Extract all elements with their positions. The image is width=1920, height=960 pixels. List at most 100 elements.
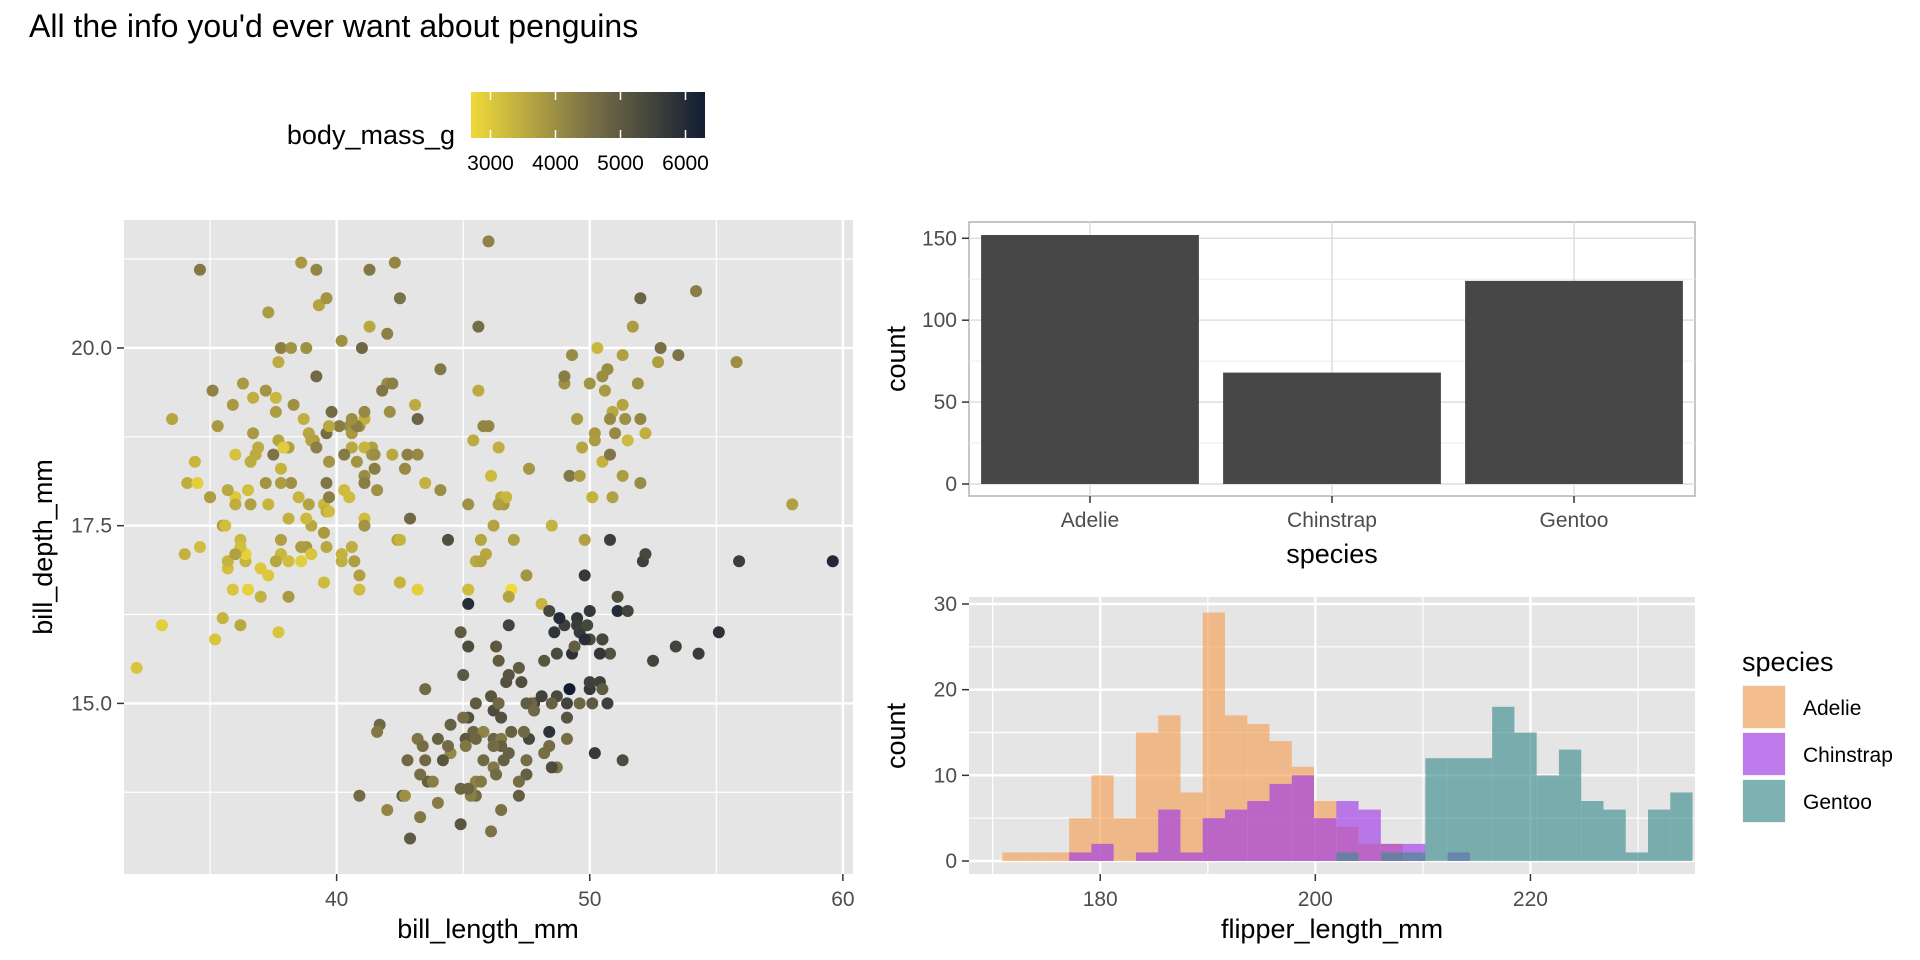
scatter-point (442, 533, 454, 546)
scatter-point (371, 725, 384, 738)
scatter-point (323, 491, 336, 504)
scatter-point (247, 391, 260, 404)
scatter-point (442, 740, 454, 753)
scatter-point (310, 441, 323, 454)
scatter-point (350, 455, 363, 468)
scatter-point (523, 462, 535, 475)
scatter-point (553, 612, 566, 625)
scatter-point (733, 555, 746, 568)
bar-panel: Adelie Chinstrap Gentoo 0 50 100 150 species c… (881, 221, 1696, 569)
histogram-bar-gentoo (1492, 706, 1515, 861)
bar-y-tick-label: 100 (922, 309, 957, 332)
bar-x-tick-label: Gentoo (1540, 509, 1609, 532)
histogram-y-tick-label: 10 (934, 764, 957, 787)
scatter-point (454, 818, 467, 831)
histogram-bar-chinstrap (1224, 809, 1248, 861)
scatter-points (130, 235, 839, 845)
histogram-x-tick-label: 200 (1298, 888, 1333, 911)
scatter-point (604, 533, 616, 546)
scatter-point (292, 491, 305, 504)
scatter-point (323, 420, 336, 433)
scatter-point (459, 740, 472, 753)
scatter-point (386, 448, 399, 461)
scatter-gridlines (124, 220, 853, 874)
scatter-point (229, 448, 242, 461)
histogram-bar-gentoo (1380, 852, 1404, 861)
scatter-point (596, 683, 609, 696)
scatter-point (545, 519, 558, 532)
scatter-point (487, 740, 500, 753)
scatter-point (393, 292, 406, 305)
scatter-point (269, 555, 282, 568)
colorbar-tick-label: 4000 (532, 152, 579, 175)
scatter-point (381, 804, 394, 817)
histogram-bar-chinstrap (1247, 801, 1270, 861)
scatter-point (444, 718, 457, 731)
scatter-point (295, 555, 308, 568)
scatter-point (505, 725, 518, 738)
scatter-point (502, 590, 515, 603)
histogram-bar-adelie (1069, 818, 1092, 861)
scatter-point (502, 668, 515, 681)
scatter-point (639, 548, 652, 561)
scatter-point (619, 413, 632, 426)
bar-chinstrap (1223, 372, 1441, 484)
scatter-point (277, 441, 290, 454)
scatter-point (568, 640, 581, 653)
scatter-point (593, 647, 606, 660)
scatter-point (272, 626, 285, 639)
scatter-point (358, 477, 371, 490)
scatter-point (363, 263, 376, 276)
scatter-point (563, 683, 576, 696)
bar-y-label: count (881, 325, 911, 392)
scatter-point (317, 526, 330, 539)
scatter-point (571, 619, 584, 632)
scatter-point (583, 377, 596, 390)
scatter-point (472, 320, 485, 333)
scatter-point (474, 775, 487, 788)
histogram-bar-gentoo (1469, 758, 1493, 861)
scatter-point (226, 398, 239, 411)
scatter-point (386, 377, 399, 390)
scatter-point (578, 533, 591, 546)
species-legend-swatch-chinstrap (1743, 733, 1785, 775)
scatter-point (345, 441, 358, 454)
scatter-point (325, 405, 338, 418)
histogram-bar-chinstrap (1069, 852, 1092, 861)
scatter-y-label: bill_depth_mm (28, 459, 58, 635)
scatter-point (254, 590, 267, 603)
scatter-point (634, 292, 647, 305)
scatter-point (312, 299, 325, 312)
scatter-point (601, 697, 614, 710)
scatter-point (295, 541, 308, 553)
scatter-point (583, 676, 596, 689)
scatter-point (338, 448, 351, 461)
scatter-point (206, 384, 219, 397)
scatter-point (469, 697, 482, 710)
histogram-axes: 180 200 220 0 10 20 30 (934, 593, 1548, 911)
scatter-point (545, 697, 558, 710)
scatter-point (604, 413, 616, 426)
scatter-point (616, 398, 629, 411)
scatter-point (434, 484, 447, 497)
scatter-point (634, 413, 647, 426)
scatter-point (431, 732, 444, 745)
histogram-y-tick-label: 0 (945, 850, 957, 873)
scatter-point (178, 548, 191, 561)
scatter-point (320, 541, 333, 553)
scatter-point (216, 612, 229, 625)
scatter-point (578, 633, 591, 646)
histogram-bar-gentoo (1558, 749, 1582, 861)
bar-gentoo (1465, 280, 1683, 484)
histogram-bar-gentoo (1536, 775, 1559, 861)
scatter-point (302, 498, 315, 511)
species-legend-swatch-gentoo (1743, 780, 1785, 822)
scatter-point (393, 533, 406, 546)
scatter-point (419, 477, 432, 490)
scatter-y-tick-label: 17.5 (71, 515, 112, 538)
scatter-point (310, 370, 323, 383)
histogram-bar-adelie (1091, 775, 1114, 861)
histogram-bar-chinstrap (1336, 801, 1359, 861)
scatter-point (155, 619, 168, 632)
histogram-bars (1002, 612, 1693, 861)
